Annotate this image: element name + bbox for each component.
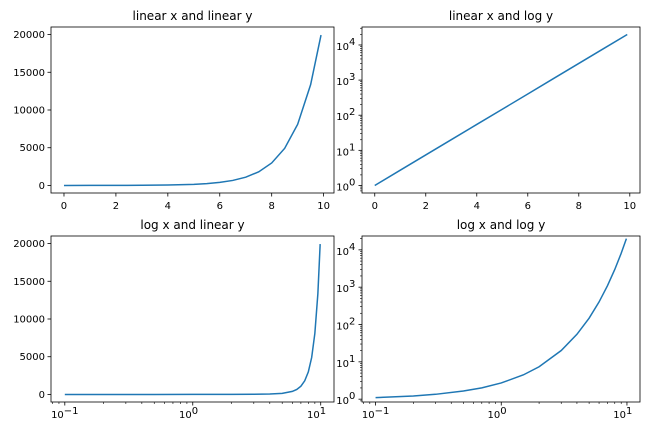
- x-tick-label-base: 10: [613, 410, 626, 421]
- x-tick-label-base: 10: [179, 410, 192, 421]
- x-tick-label-exponent: −1: [64, 406, 79, 417]
- x-tick-label: 2: [113, 201, 119, 212]
- y-tick-label: 20000: [13, 239, 45, 250]
- axes-frame: [50, 235, 335, 403]
- series-line: [375, 238, 628, 399]
- y-tick-label-base: 10: [336, 147, 349, 158]
- y-tick-label: 20000: [13, 30, 45, 41]
- x-tick-label: 0: [61, 201, 67, 212]
- y-tick-label: 5000: [20, 143, 45, 154]
- subplot-title: log x and log y: [457, 218, 546, 232]
- y-tick-label-exponent: 1: [349, 142, 355, 153]
- x-tick-label-exponent: 1: [320, 406, 326, 417]
- y-tick-label: 10000: [13, 315, 45, 326]
- y-tick-label-base: 10: [336, 359, 349, 370]
- x-tick-label-exponent: −1: [375, 406, 390, 417]
- x-tick-label: 10 −1: [362, 406, 389, 421]
- x-tick-label: 6: [217, 201, 223, 212]
- y-tick-label-base: 10: [336, 182, 349, 193]
- x-tick-label: 10 0: [179, 406, 198, 421]
- x-tick-label: 8: [576, 201, 582, 212]
- axes-frame: [361, 235, 641, 403]
- y-tick-label: 10 1: [336, 354, 355, 370]
- y-tick-label-exponent: 0: [349, 391, 355, 402]
- x-tick-label: 6: [525, 201, 531, 212]
- series-line: [64, 244, 321, 396]
- y-tick-label: 10 2: [336, 107, 355, 123]
- series-line: [374, 33, 628, 187]
- x-tick-label: 10: [623, 201, 636, 212]
- x-tick-label-exponent: 0: [500, 406, 506, 417]
- y-tick-label-exponent: 0: [349, 177, 355, 188]
- axes-frame: [361, 26, 641, 194]
- y-tick-label: 15000: [13, 68, 45, 79]
- subplot-3: log x and linear y10 −1 10 0 10 1050001000015…: [13, 218, 335, 421]
- x-tick-label: 10: [317, 201, 330, 212]
- x-tick-label: 10 1: [307, 406, 326, 421]
- y-tick-label-base: 10: [336, 322, 349, 333]
- x-tick-label: 10 0: [488, 406, 507, 421]
- y-tick-label: 10 0: [336, 391, 355, 407]
- subplot-title: linear x and linear y: [133, 9, 253, 23]
- y-tick-label-base: 10: [336, 396, 349, 407]
- x-tick-label-base: 10: [307, 410, 320, 421]
- y-tick-label: 10 3: [336, 279, 355, 295]
- x-tick-label-exponent: 1: [626, 406, 632, 417]
- y-tick-label-base: 10: [336, 42, 349, 53]
- y-tick-label-base: 10: [336, 112, 349, 123]
- y-tick-label-exponent: 4: [349, 242, 355, 253]
- x-tick-label: 4: [474, 201, 480, 212]
- subplot-4: log x and log y10 −1 10 0 10 110 010 110 210 310 4: [336, 218, 641, 421]
- axes-frame: [50, 26, 335, 194]
- x-tick-label-base: 10: [51, 410, 64, 421]
- y-tick-label-exponent: 2: [349, 317, 355, 328]
- x-tick-label-exponent: 0: [192, 406, 198, 417]
- x-tick-label: 2: [423, 201, 429, 212]
- y-tick-label: 5000: [20, 352, 45, 363]
- x-tick-label: 4: [165, 201, 171, 212]
- y-tick-label-base: 10: [336, 77, 349, 88]
- y-tick-label: 10000: [13, 106, 45, 117]
- y-tick-label: 10 3: [336, 72, 355, 88]
- y-tick-label: 10 0: [336, 177, 355, 193]
- y-tick-label: 10 4: [336, 37, 355, 53]
- x-tick-label: 0: [372, 201, 378, 212]
- subplot-title: linear x and log y: [449, 9, 553, 23]
- y-tick-label: 10 1: [336, 142, 355, 158]
- y-tick-label-exponent: 3: [349, 279, 355, 290]
- subplot-title: log x and linear y: [140, 218, 244, 232]
- x-tick-label-base: 10: [362, 410, 375, 421]
- y-tick-label: 10 2: [336, 317, 355, 333]
- y-tick-label-exponent: 4: [349, 37, 355, 48]
- series-line: [63, 34, 322, 187]
- x-tick-label: 10 −1: [51, 406, 78, 421]
- x-tick-label: 10 1: [613, 406, 632, 421]
- y-tick-label-base: 10: [336, 247, 349, 258]
- y-tick-label-exponent: 1: [349, 354, 355, 365]
- y-tick-label-exponent: 3: [349, 72, 355, 83]
- y-tick-label: 0: [39, 390, 45, 401]
- y-tick-label: 0: [39, 181, 45, 192]
- x-tick-label: 8: [269, 201, 275, 212]
- x-tick-label-base: 10: [488, 410, 501, 421]
- subplot-1: linear x and linear y 0 2 4 6 8 10 0 5000 10000 15…: [13, 9, 335, 212]
- y-tick-label-base: 10: [336, 284, 349, 295]
- y-tick-label-exponent: 2: [349, 107, 355, 118]
- y-tick-label: 10 4: [336, 242, 355, 258]
- y-tick-label: 15000: [13, 277, 45, 288]
